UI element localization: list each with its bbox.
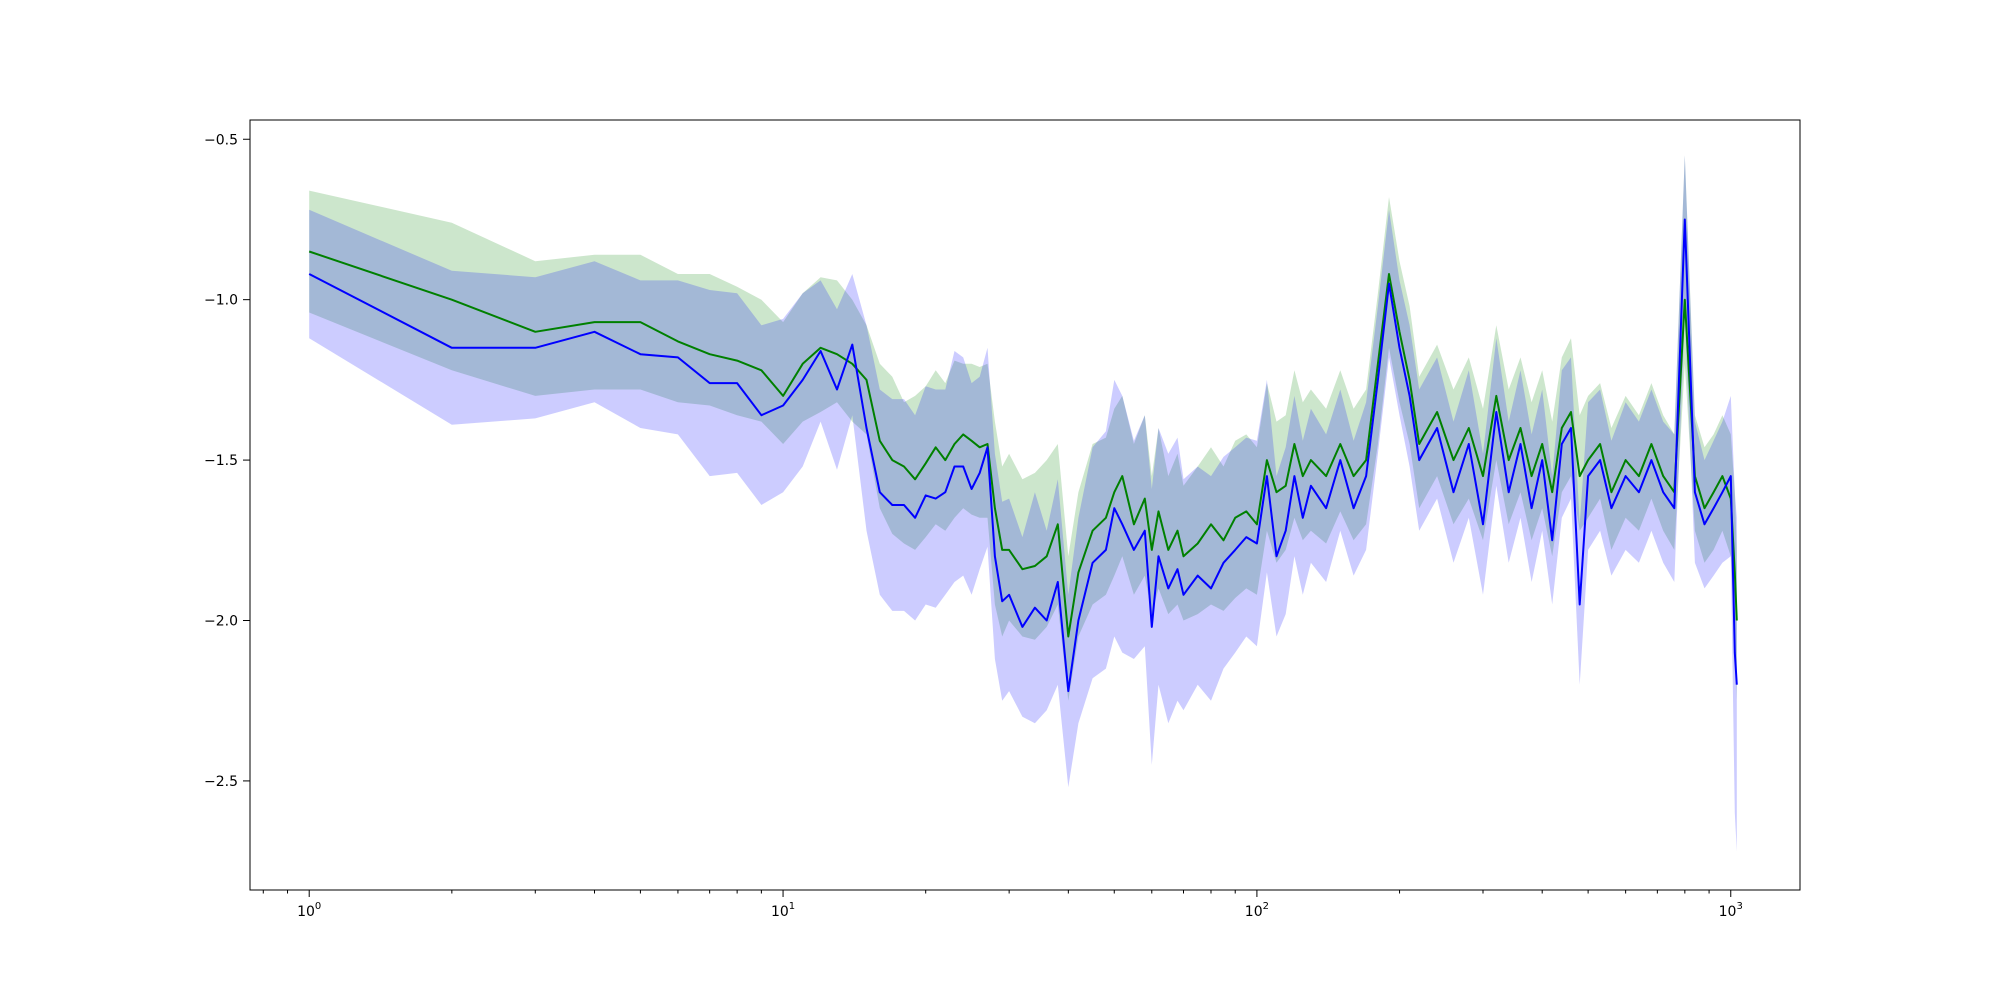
series-0-band	[309, 155, 1737, 701]
series-0-line	[308, 250, 1738, 638]
x-axis: 100 101 102 103	[262, 890, 1743, 920]
y-tick-label: −0.5	[204, 132, 238, 148]
series-1-band	[309, 155, 1737, 852]
confidence-bands	[309, 155, 1737, 852]
x-tick-label: 103	[1719, 901, 1743, 920]
y-tick-label: −1.0	[204, 293, 238, 309]
y-tick-label: −2.0	[204, 614, 238, 630]
series-lines	[308, 218, 1738, 693]
x-tick-label: 100	[297, 901, 321, 920]
y-tick-label: −1.5	[204, 453, 238, 469]
x-tick-label: 101	[771, 901, 795, 920]
series-1-line	[308, 218, 1738, 693]
plot-frame	[249, 119, 1801, 891]
x-tick-label: 102	[1245, 901, 1269, 920]
y-axis: −0.5 −1.0 −1.5 −2.0 −2.5	[204, 132, 250, 790]
y-tick-label: −2.5	[204, 774, 238, 790]
